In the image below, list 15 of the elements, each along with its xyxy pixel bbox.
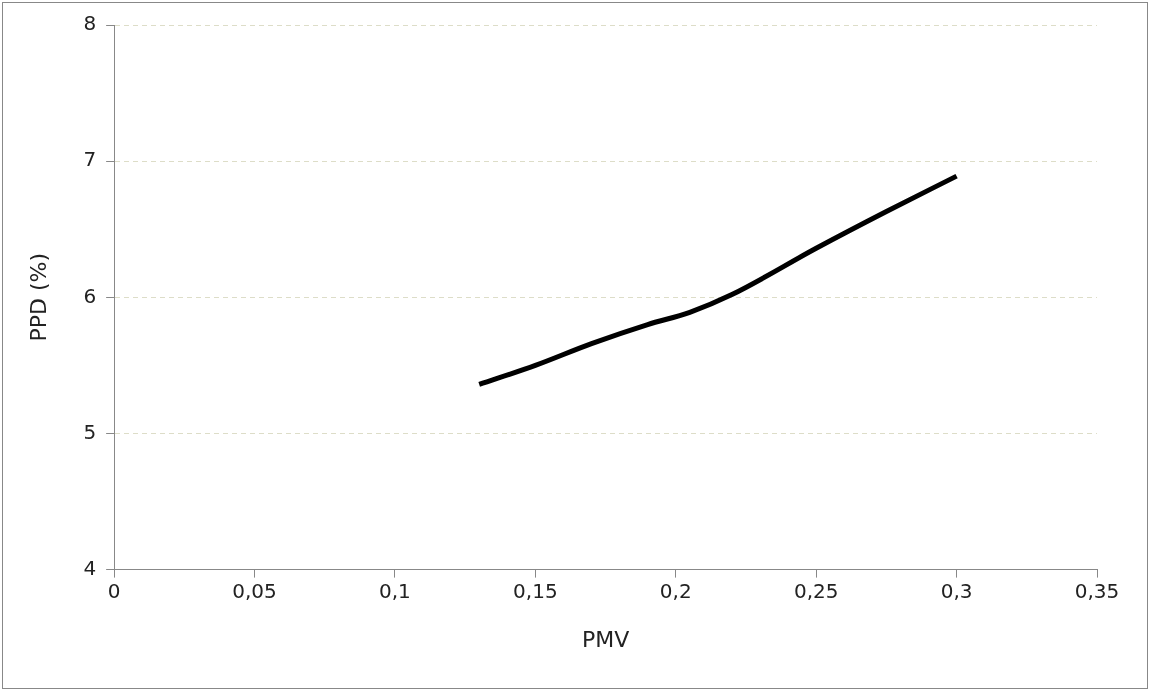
x-tick-label: 0,1: [379, 578, 411, 603]
y-tick-label: 5: [83, 419, 97, 444]
x-tick-label: 0,05: [232, 578, 277, 603]
x-axis-title: PMV: [581, 626, 630, 652]
x-tick-label: 0,2: [659, 578, 692, 603]
y-tick-label: 8: [83, 11, 97, 36]
x-tick-label: 0,25: [793, 578, 839, 603]
y-axis-title: PPD (%): [25, 253, 51, 342]
x-tick-label: 0,35: [1074, 578, 1120, 603]
y-tick-label: 7: [83, 147, 97, 172]
x-tick-label: 0: [107, 578, 121, 603]
y-tick-label: 6: [83, 283, 97, 308]
x-tick-label: 0,3: [940, 578, 973, 603]
y-tick-label: 4: [83, 555, 97, 580]
x-tick-label: 0,15: [513, 578, 558, 603]
